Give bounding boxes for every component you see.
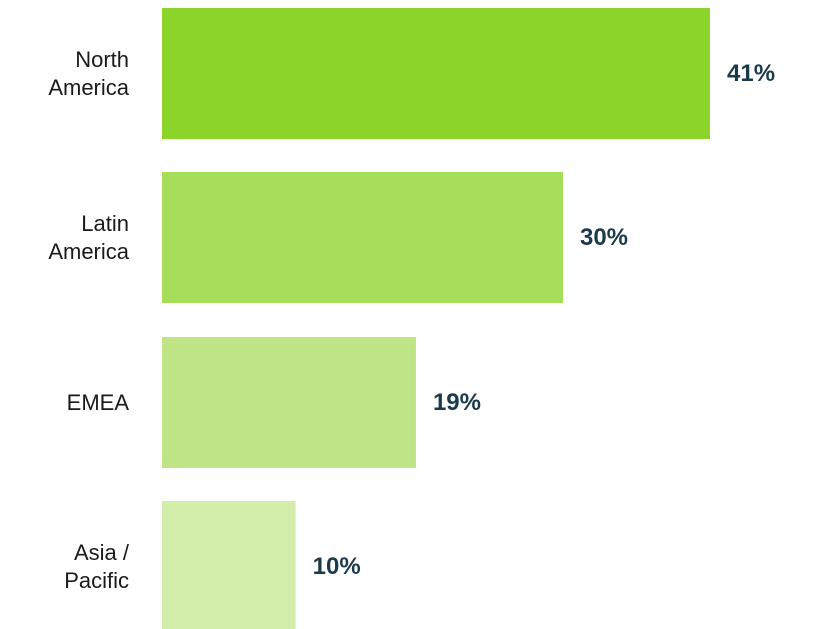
category-label-1: Latin America (48, 211, 129, 264)
category-label-0: North America (48, 47, 129, 100)
category-label-line: America (48, 239, 129, 264)
category-label-2: EMEA (67, 390, 130, 415)
category-label-line: EMEA (67, 390, 130, 415)
bar-1 (162, 172, 563, 303)
category-label-line: America (48, 75, 129, 100)
value-label-3: 10% (313, 553, 361, 580)
value-label-1: 30% (580, 224, 628, 251)
bar-3 (162, 501, 296, 629)
category-label-line: North (75, 47, 129, 72)
category-label-line: Latin (81, 211, 129, 236)
bar-2 (162, 337, 416, 468)
value-label-0: 41% (727, 60, 775, 87)
category-label-3: Asia / Pacific (64, 540, 130, 593)
bar-0 (162, 8, 710, 139)
value-label-2: 19% (433, 389, 481, 416)
category-label-line: Asia / (74, 540, 130, 565)
category-label-line: Pacific (64, 568, 129, 593)
